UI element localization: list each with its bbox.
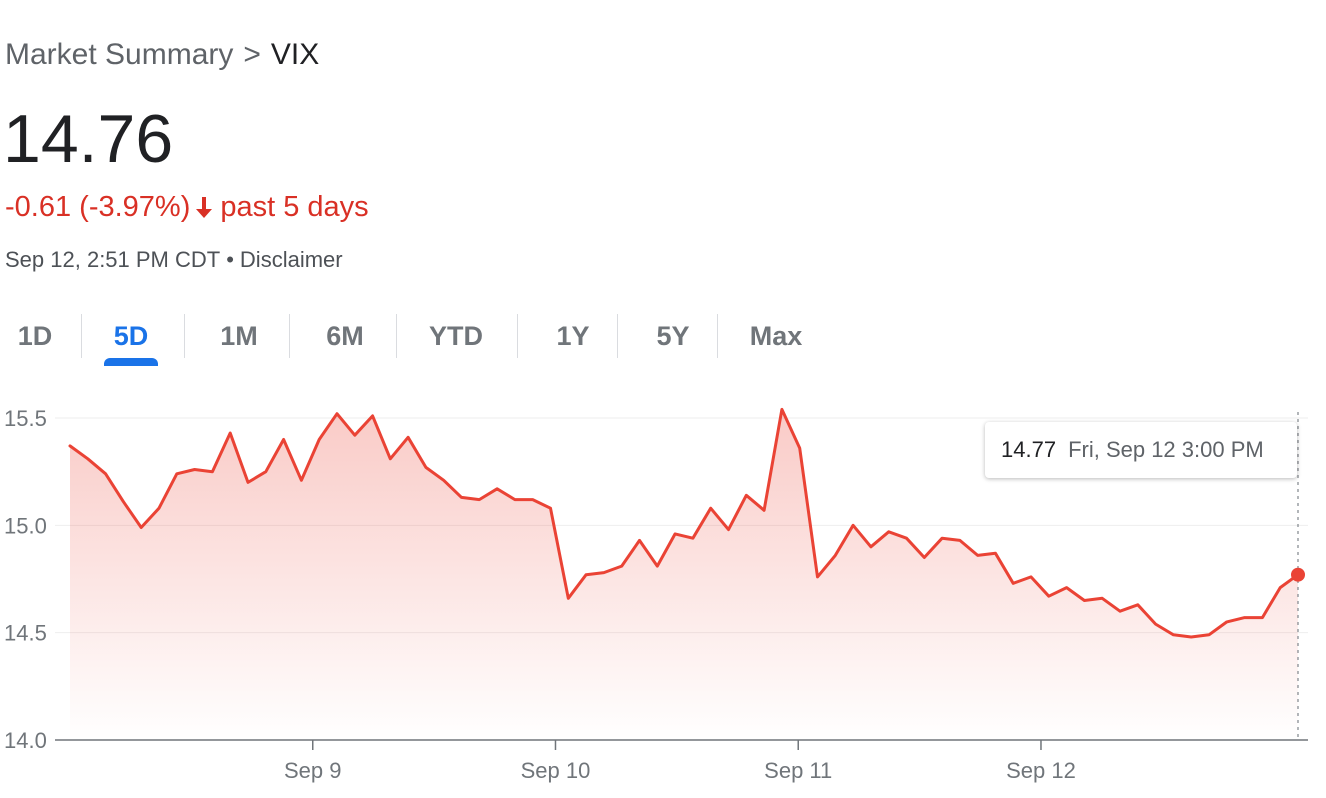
tab-divider [717, 314, 718, 358]
tab-divider [81, 314, 82, 358]
x-tick-label: Sep 9 [284, 758, 342, 783]
arrow-down-icon [194, 191, 214, 218]
bullet-separator: • [226, 247, 234, 272]
disclaimer-link[interactable]: Disclaimer [239, 247, 343, 272]
price-change: -0.61 (-3.97%) past 5 days [5, 188, 369, 226]
price-chart[interactable]: 15.5 15.0 14.5 14.0 Sep 9 Sep 10 Sep 11 Sep 12 [0, 390, 1326, 798]
tab-5d[interactable]: 5D [104, 310, 158, 366]
tooltip-date: Fri, Sep 12 3:00 PM [1068, 437, 1264, 462]
price-line [68, 407, 1300, 639]
x-tick-label: Sep 12 [1006, 758, 1076, 783]
change-value: -0.61 (-3.97%) [5, 191, 191, 223]
tab-divider [396, 314, 397, 358]
timestamp-text: Sep 12, 2:51 PM CDT [5, 247, 221, 272]
tab-ytd[interactable]: YTD [429, 321, 483, 351]
tooltip-value: 14.77 [1001, 437, 1057, 462]
x-tick-label: Sep 10 [521, 758, 591, 783]
breadcrumb: Market Summary > VIX [5, 36, 319, 74]
breadcrumb-market-summary-link[interactable]: Market Summary [5, 38, 234, 71]
current-price: 14.76 [3, 101, 174, 177]
y-tick-label: 14.0 [4, 728, 47, 753]
x-tick-label: Sep 11 [764, 758, 832, 783]
tab-divider [517, 314, 518, 358]
y-tick-label: 15.5 [4, 406, 47, 431]
tab-divider [617, 314, 618, 358]
y-tick-label: 14.5 [4, 621, 47, 646]
hover-marker [1291, 567, 1305, 582]
tab-divider [184, 314, 185, 358]
y-tick-label: 15.0 [4, 513, 47, 538]
tab-divider [289, 314, 290, 358]
tab-5y[interactable]: 5Y [656, 321, 690, 351]
active-tab-indicator [104, 358, 158, 366]
tab-1d[interactable]: 1D [17, 321, 53, 351]
tab-1m[interactable]: 1M [220, 321, 258, 351]
tab-max[interactable]: Max [749, 321, 803, 351]
chart-tooltip: 14.77 Fri, Sep 12 3:00 PM [985, 422, 1297, 478]
breadcrumb-current: VIX [270, 38, 320, 71]
change-period: past 5 days [220, 191, 369, 223]
tab-1y[interactable]: 1Y [556, 321, 590, 351]
breadcrumb-separator: > [243, 38, 261, 71]
quote-timestamp: Sep 12, 2:51 PM CDT • Disclaimer [5, 246, 343, 274]
tab-6m[interactable]: 6M [326, 321, 364, 351]
range-tabs: 1D 5D 1M 6M YTD 1Y 5Y Max [0, 310, 900, 370]
price-area-fill [70, 409, 1298, 740]
